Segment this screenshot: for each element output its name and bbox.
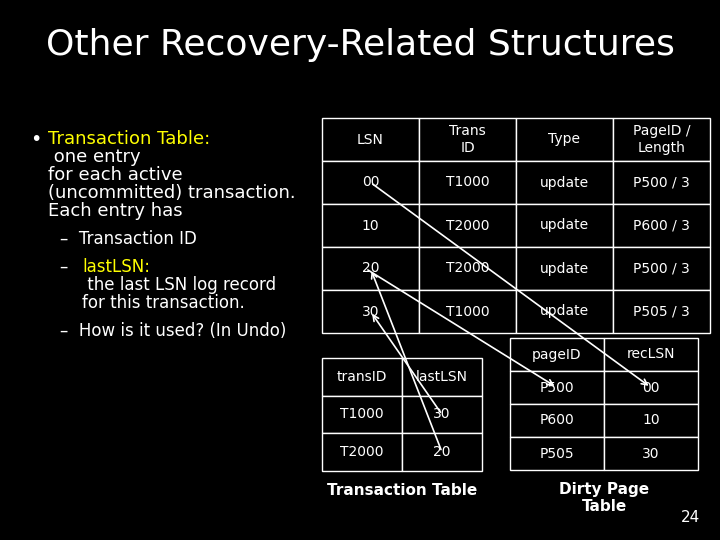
Text: update: update [540, 176, 589, 190]
Text: Each entry has: Each entry has [48, 202, 183, 220]
Text: –  How is it used? (In Undo): – How is it used? (In Undo) [60, 322, 287, 340]
Text: 00: 00 [361, 176, 379, 190]
Text: 00: 00 [642, 381, 660, 395]
Bar [419, 118, 516, 161]
Text: T2000: T2000 [446, 219, 490, 233]
Bar [516, 118, 613, 161]
Text: P505 / 3: P505 / 3 [633, 305, 690, 319]
Bar [419, 204, 516, 247]
Bar [322, 161, 419, 204]
Bar [516, 247, 613, 290]
Text: Dirty Page
Table: Dirty Page Table [559, 482, 649, 515]
Text: PageID /
Length: PageID / Length [633, 124, 690, 154]
Bar [322, 358, 402, 396]
Bar [510, 371, 604, 404]
Text: recLSN: recLSN [626, 348, 675, 361]
Text: pageID: pageID [532, 348, 582, 361]
Text: 20: 20 [433, 445, 451, 459]
Text: P500 / 3: P500 / 3 [633, 176, 690, 190]
Text: lastLSN:: lastLSN: [82, 258, 150, 276]
Text: update: update [540, 305, 589, 319]
Bar [419, 161, 516, 204]
Text: lastLSN: lastLSN [416, 370, 468, 384]
Text: T1000: T1000 [446, 176, 490, 190]
Bar [322, 118, 419, 161]
Bar [322, 433, 402, 471]
Text: P505: P505 [540, 447, 575, 461]
Bar [613, 161, 710, 204]
Bar [322, 290, 419, 333]
Text: update: update [540, 261, 589, 275]
Text: T1000: T1000 [340, 408, 384, 422]
Bar [419, 247, 516, 290]
Text: P500: P500 [540, 381, 575, 395]
Bar [402, 396, 482, 433]
Bar [510, 338, 604, 371]
Text: T2000: T2000 [341, 445, 384, 459]
Text: P500 / 3: P500 / 3 [633, 261, 690, 275]
Text: T1000: T1000 [446, 305, 490, 319]
Text: 30: 30 [361, 305, 379, 319]
Bar [516, 290, 613, 333]
Text: –: – [60, 258, 79, 276]
Text: the last LSN log record: the last LSN log record [82, 276, 276, 294]
Bar [322, 247, 419, 290]
Text: for this transaction.: for this transaction. [82, 294, 245, 312]
Text: 10: 10 [642, 414, 660, 428]
Bar [402, 358, 482, 396]
Bar [613, 290, 710, 333]
Text: Other Recovery-Related Structures: Other Recovery-Related Structures [45, 28, 675, 62]
Text: T2000: T2000 [446, 261, 490, 275]
Text: P600 / 3: P600 / 3 [633, 219, 690, 233]
Text: LSN: LSN [357, 132, 384, 146]
Text: for each active: for each active [48, 166, 183, 184]
Text: Trans
ID: Trans ID [449, 124, 486, 154]
Bar [604, 338, 698, 371]
Text: Transaction Table: Transaction Table [327, 483, 477, 498]
Text: (uncommitted) transaction.: (uncommitted) transaction. [48, 184, 296, 202]
Bar [516, 204, 613, 247]
Text: 20: 20 [361, 261, 379, 275]
Text: Type: Type [549, 132, 580, 146]
Bar [604, 437, 698, 470]
Bar [322, 204, 419, 247]
Bar [419, 290, 516, 333]
Bar [322, 396, 402, 433]
Bar [604, 371, 698, 404]
Bar [510, 437, 604, 470]
Bar [613, 204, 710, 247]
Text: one entry: one entry [48, 148, 140, 166]
Text: 24: 24 [680, 510, 700, 525]
Text: P600: P600 [539, 414, 575, 428]
Text: update: update [540, 219, 589, 233]
Bar [613, 118, 710, 161]
Bar [516, 161, 613, 204]
Text: 30: 30 [642, 447, 660, 461]
Text: Transaction Table:: Transaction Table: [48, 130, 210, 148]
Bar [604, 404, 698, 437]
Text: 10: 10 [361, 219, 379, 233]
Text: 30: 30 [433, 408, 451, 422]
Bar [402, 433, 482, 471]
Bar [510, 404, 604, 437]
Text: transID: transID [337, 370, 387, 384]
Text: –  Transaction ID: – Transaction ID [60, 230, 197, 248]
Bar [613, 247, 710, 290]
Text: •: • [30, 130, 41, 149]
